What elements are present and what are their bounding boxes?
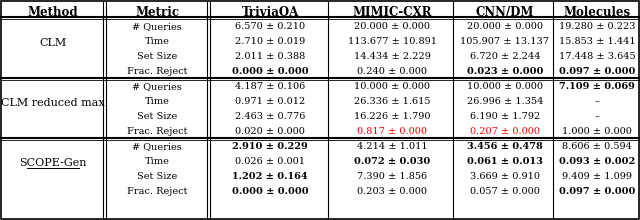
Text: 3.456 ± 0.478: 3.456 ± 0.478 xyxy=(467,142,543,151)
Text: 2.910 ± 0.229: 2.910 ± 0.229 xyxy=(232,142,308,151)
Text: 0.097 ± 0.000: 0.097 ± 0.000 xyxy=(559,187,635,196)
Text: 19.280 ± 0.223: 19.280 ± 0.223 xyxy=(559,22,636,31)
Text: 0.971 ± 0.012: 0.971 ± 0.012 xyxy=(235,97,305,106)
Text: Metric: Metric xyxy=(135,6,179,19)
Text: Frac. Reject: Frac. Reject xyxy=(127,187,188,196)
Text: Method: Method xyxy=(28,6,78,19)
Text: 4.187 ± 0.106: 4.187 ± 0.106 xyxy=(235,82,305,91)
Text: 0.057 ± 0.000: 0.057 ± 0.000 xyxy=(470,187,540,196)
Text: Set Size: Set Size xyxy=(137,112,177,121)
Text: # Queries: # Queries xyxy=(132,142,182,151)
Text: 2.011 ± 0.388: 2.011 ± 0.388 xyxy=(235,52,305,61)
Text: Frac. Reject: Frac. Reject xyxy=(127,67,188,76)
Text: 0.000 ± 0.000: 0.000 ± 0.000 xyxy=(232,67,308,76)
Text: 0.097 ± 0.000: 0.097 ± 0.000 xyxy=(559,67,635,76)
Text: Frac. Reject: Frac. Reject xyxy=(127,127,188,136)
Text: 0.093 ± 0.002: 0.093 ± 0.002 xyxy=(559,157,635,166)
Text: 0.000 ± 0.000: 0.000 ± 0.000 xyxy=(232,187,308,196)
Text: # Queries: # Queries xyxy=(132,22,182,31)
Text: Time: Time xyxy=(145,37,170,46)
Text: Set Size: Set Size xyxy=(137,52,177,61)
Text: 15.853 ± 1.441: 15.853 ± 1.441 xyxy=(559,37,636,46)
Text: 0.020 ± 0.000: 0.020 ± 0.000 xyxy=(235,127,305,136)
Text: Set Size: Set Size xyxy=(137,172,177,181)
Text: 10.000 ± 0.000: 10.000 ± 0.000 xyxy=(354,82,430,91)
Text: 0.072 ± 0.030: 0.072 ± 0.030 xyxy=(354,157,430,166)
Text: 3.669 ± 0.910: 3.669 ± 0.910 xyxy=(470,172,540,181)
Text: 113.677 ± 10.891: 113.677 ± 10.891 xyxy=(348,37,436,46)
Text: 6.570 ± 0.210: 6.570 ± 0.210 xyxy=(235,22,305,31)
Text: 17.448 ± 3.645: 17.448 ± 3.645 xyxy=(559,52,636,61)
Text: 8.606 ± 0.594: 8.606 ± 0.594 xyxy=(562,142,632,151)
Text: 0.023 ± 0.000: 0.023 ± 0.000 xyxy=(467,67,543,76)
Text: 1.202 ± 0.164: 1.202 ± 0.164 xyxy=(232,172,308,181)
Text: CNN/DM: CNN/DM xyxy=(476,6,534,19)
Text: 1.000 ± 0.000: 1.000 ± 0.000 xyxy=(562,127,632,136)
Text: 2.463 ± 0.776: 2.463 ± 0.776 xyxy=(235,112,305,121)
Text: CLM: CLM xyxy=(40,37,67,48)
Text: # Queries: # Queries xyxy=(132,82,182,91)
Text: –: – xyxy=(595,112,600,121)
Text: 9.409 ± 1.099: 9.409 ± 1.099 xyxy=(562,172,632,181)
Text: MIMIC-CXR: MIMIC-CXR xyxy=(352,6,432,19)
Text: 4.214 ± 1.011: 4.214 ± 1.011 xyxy=(356,142,428,151)
Text: 0.817 ± 0.000: 0.817 ± 0.000 xyxy=(357,127,427,136)
Text: Time: Time xyxy=(145,157,170,166)
Text: CLM reduced max: CLM reduced max xyxy=(1,97,105,108)
Text: TriviaQA: TriviaQA xyxy=(241,6,299,19)
Text: 20.000 ± 0.000: 20.000 ± 0.000 xyxy=(354,22,430,31)
Text: Time: Time xyxy=(145,97,170,106)
Text: 26.336 ± 1.615: 26.336 ± 1.615 xyxy=(354,97,430,106)
Text: 0.061 ± 0.013: 0.061 ± 0.013 xyxy=(467,157,543,166)
Text: 0.240 ± 0.000: 0.240 ± 0.000 xyxy=(357,67,427,76)
Text: 0.207 ± 0.000: 0.207 ± 0.000 xyxy=(470,127,540,136)
Text: 105.907 ± 13.137: 105.907 ± 13.137 xyxy=(461,37,550,46)
Text: 14.434 ± 2.229: 14.434 ± 2.229 xyxy=(353,52,431,61)
Text: –: – xyxy=(595,97,600,106)
Text: 20.000 ± 0.000: 20.000 ± 0.000 xyxy=(467,22,543,31)
Text: SCOPE-Gen: SCOPE-Gen xyxy=(19,158,87,167)
Text: 7.109 ± 0.069: 7.109 ± 0.069 xyxy=(559,82,635,91)
Text: 6.720 ± 2.244: 6.720 ± 2.244 xyxy=(470,52,540,61)
Text: 2.710 ± 0.019: 2.710 ± 0.019 xyxy=(235,37,305,46)
Text: 10.000 ± 0.000: 10.000 ± 0.000 xyxy=(467,82,543,91)
Text: 0.026 ± 0.001: 0.026 ± 0.001 xyxy=(235,157,305,166)
Text: 6.190 ± 1.792: 6.190 ± 1.792 xyxy=(470,112,540,121)
Text: 26.996 ± 1.354: 26.996 ± 1.354 xyxy=(467,97,543,106)
Text: Molecules: Molecules xyxy=(563,6,630,19)
Text: 0.203 ± 0.000: 0.203 ± 0.000 xyxy=(357,187,427,196)
Text: 7.390 ± 1.856: 7.390 ± 1.856 xyxy=(357,172,427,181)
Text: 16.226 ± 1.790: 16.226 ± 1.790 xyxy=(354,112,430,121)
